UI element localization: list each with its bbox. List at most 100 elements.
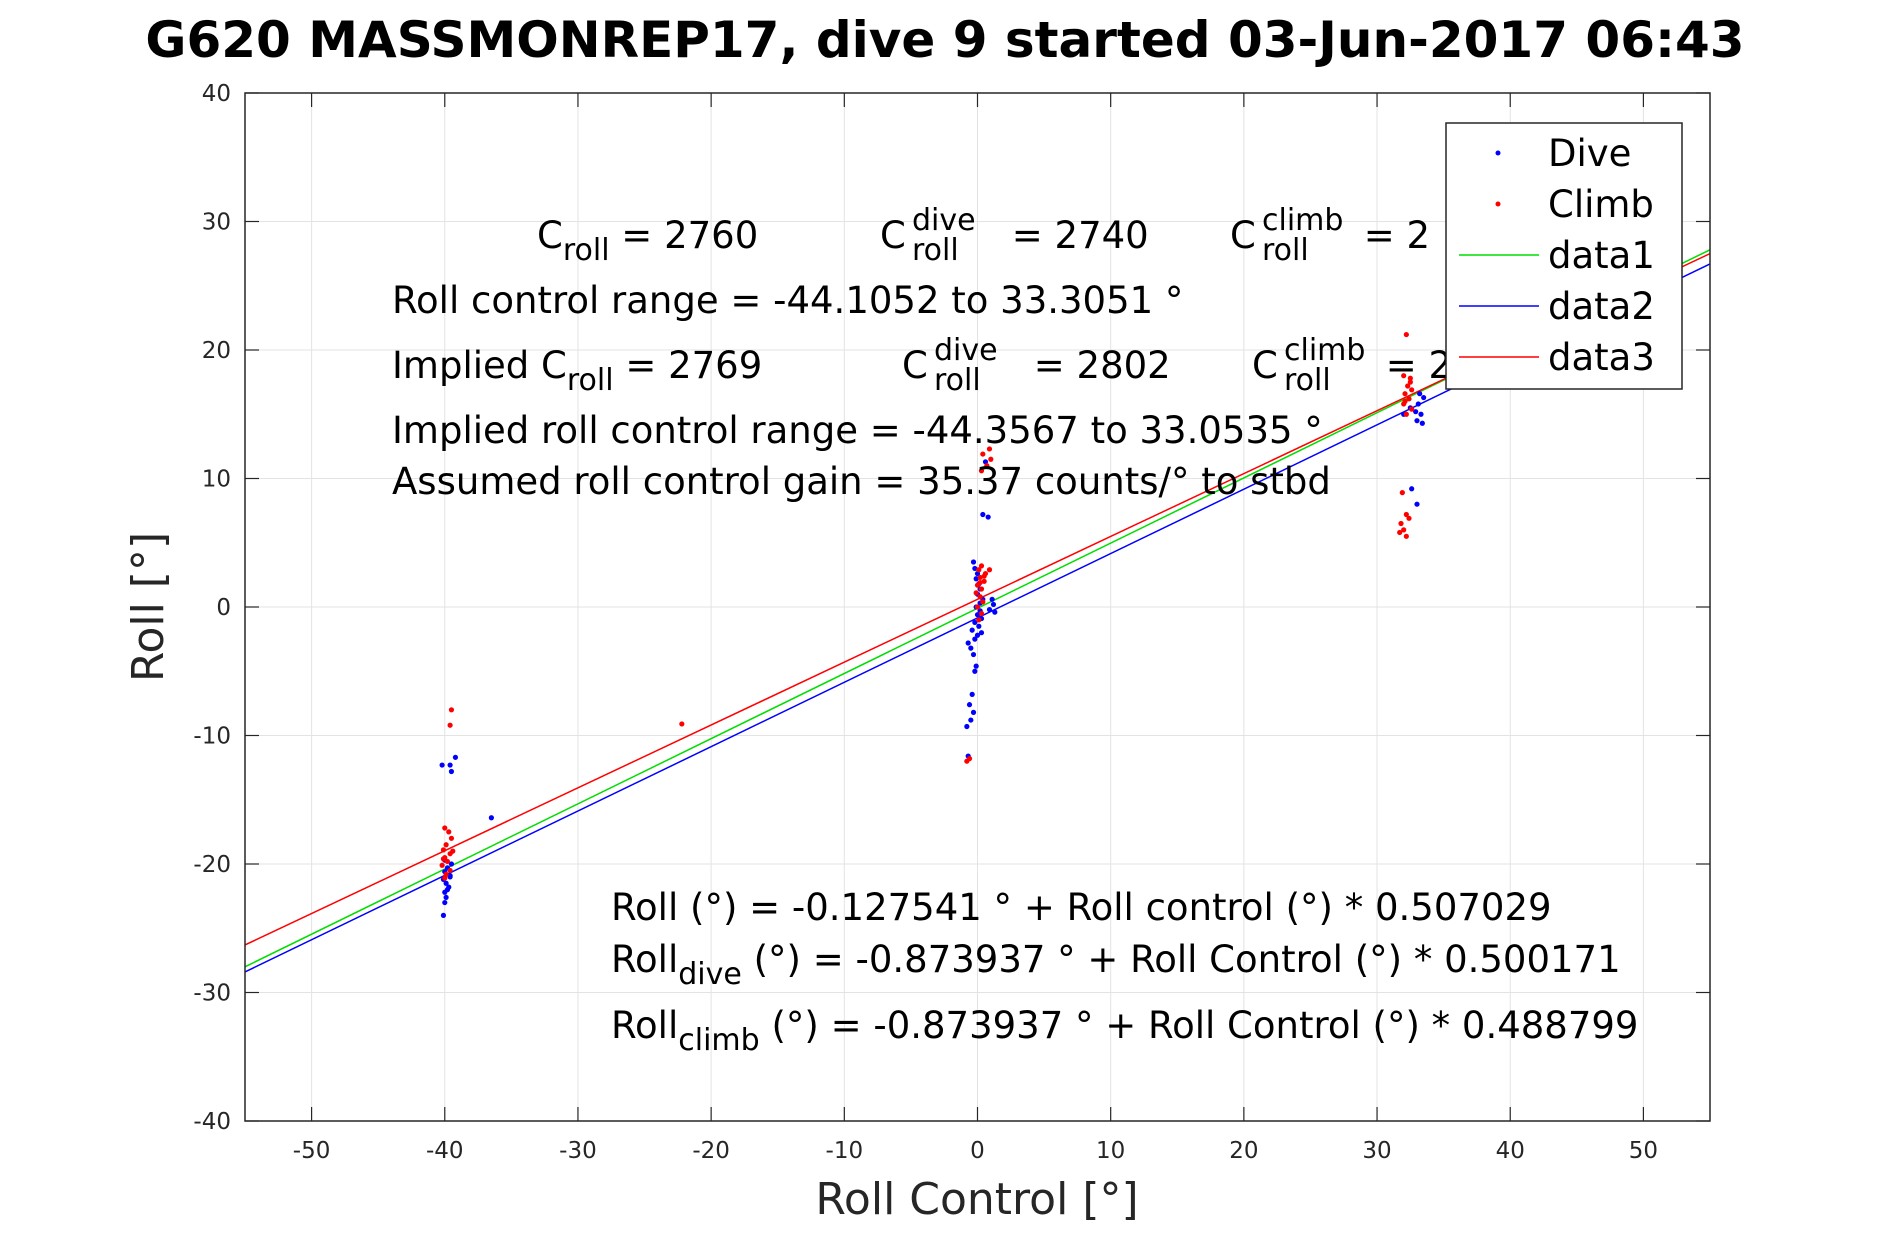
- dive-point: [439, 762, 445, 768]
- annotation-fit-climb: Rollclimb (°) = -0.873937 ° + Roll Contr…: [611, 1004, 1638, 1058]
- climb-point: [978, 563, 985, 569]
- dive-point: [443, 880, 449, 886]
- chart-title: G620 MASSMONREP17, dive 9 started 03-Jun…: [145, 11, 1744, 69]
- dive-point: [1413, 409, 1419, 415]
- legend-label-climb: Climb: [1548, 183, 1654, 226]
- climb-point: [978, 586, 985, 592]
- annotation-implied-croll: Implied Croll = 2769: [392, 344, 762, 398]
- x-tick-label: -10: [826, 1138, 864, 1164]
- x-tick-label: -40: [426, 1138, 464, 1164]
- dive-point: [970, 709, 977, 715]
- x-axis-label: Roll Control [°]: [815, 1174, 1138, 1225]
- climb-point: [1407, 379, 1413, 385]
- legend-marker-climb: [1495, 201, 1501, 207]
- climb-point: [446, 829, 452, 835]
- dive-point: [443, 894, 449, 901]
- axis-tick-labels: -50 -40 -30 -20 -10 0 10 20 30 40 50 -40 -30 -20 -10 0 1…: [193, 81, 1658, 1164]
- y-tick-label: 0: [216, 595, 231, 621]
- y-tick-label: 40: [202, 81, 231, 107]
- dive-point: [447, 874, 453, 880]
- climb-point: [1409, 406, 1415, 412]
- climb-point: [679, 721, 685, 727]
- axis-ticks: [245, 92, 1710, 1122]
- climb-point: [1409, 387, 1415, 393]
- dive-point: [1415, 401, 1421, 407]
- climb-point: [448, 707, 455, 713]
- dive-point: [972, 619, 978, 626]
- dive-point: [972, 668, 978, 674]
- climb-point: [448, 835, 455, 841]
- climb-point: [447, 722, 453, 728]
- x-tick-label: -20: [692, 1138, 730, 1164]
- climb-point: [440, 856, 447, 862]
- climb-point: [988, 456, 994, 462]
- climb-point: [1398, 520, 1404, 527]
- dive-point: [442, 899, 448, 906]
- dive-point: [990, 601, 997, 608]
- climb-point: [978, 610, 985, 617]
- y-tick-label: -20: [193, 852, 231, 878]
- dive-point: [1421, 394, 1427, 401]
- climb-point: [1401, 373, 1407, 379]
- climb-point: [1403, 533, 1409, 539]
- legend-label-dive: Dive: [1548, 132, 1631, 175]
- climb-point: [976, 567, 982, 573]
- annotation-implied-range: Implied roll control range = -44.3567 to…: [392, 409, 1323, 452]
- y-tick-label: -40: [193, 1109, 231, 1135]
- dive-point: [986, 606, 993, 613]
- climb-point: [1401, 527, 1407, 533]
- dive-point: [989, 596, 995, 602]
- climb-point: [986, 446, 993, 452]
- dive-point: [444, 887, 451, 893]
- dive-point: [488, 815, 494, 821]
- climb-point: [442, 825, 448, 831]
- x-tick-label: 50: [1629, 1138, 1658, 1164]
- dive-point: [973, 663, 979, 669]
- dive-point: [973, 576, 979, 582]
- dive-point: [452, 754, 459, 760]
- dive-point: [974, 632, 981, 638]
- dive-point: [1419, 420, 1425, 426]
- climb-point: [439, 862, 445, 868]
- dive-point: [970, 651, 977, 658]
- climb-point: [440, 847, 447, 853]
- dive-point: [965, 640, 971, 646]
- dive-point: [1409, 486, 1415, 492]
- x-tick-label: 40: [1496, 1138, 1525, 1164]
- climb-point: [980, 599, 986, 605]
- x-tick-label: 10: [1096, 1138, 1125, 1164]
- climb-point: [984, 463, 990, 469]
- dive-point: [985, 514, 991, 520]
- dive-point: [968, 717, 974, 723]
- dive-point: [974, 612, 981, 618]
- annotation-croll: Croll = 2760: [537, 214, 758, 268]
- y-tick-label: 30: [202, 210, 231, 236]
- y-tick-label: -30: [193, 981, 231, 1007]
- dive-point: [972, 565, 978, 572]
- dive-point: [992, 609, 998, 615]
- annotation-fits: Roll (°) = -0.127541 ° + Roll control (°…: [611, 886, 1638, 1058]
- legend-label-data1: data1: [1548, 234, 1655, 277]
- climb-point: [444, 858, 451, 865]
- climb-point: [973, 590, 979, 596]
- climb-point: [1403, 511, 1409, 518]
- dive-point: [976, 623, 982, 629]
- climb-point: [447, 867, 453, 874]
- climb-point: [1402, 398, 1408, 404]
- x-tick-label: 30: [1362, 1138, 1391, 1164]
- x-tick-label: -50: [293, 1138, 331, 1164]
- x-tick-label: -30: [559, 1138, 597, 1164]
- climb-point: [986, 567, 993, 573]
- legend-box: [1445, 122, 1683, 390]
- annotation-fit-dive: Rolldive (°) = -0.873937 ° + Roll Contro…: [611, 938, 1621, 992]
- climb-point: [1407, 375, 1413, 381]
- legend: Dive Climb data1 data2 data3: [1445, 122, 1683, 390]
- dive-point: [968, 645, 974, 651]
- legend-label-data2: data2: [1548, 285, 1655, 328]
- climb-point: [976, 617, 982, 623]
- dive-point: [1417, 391, 1423, 397]
- annotation-range: Roll control range = -44.1052 to 33.3051…: [392, 279, 1183, 322]
